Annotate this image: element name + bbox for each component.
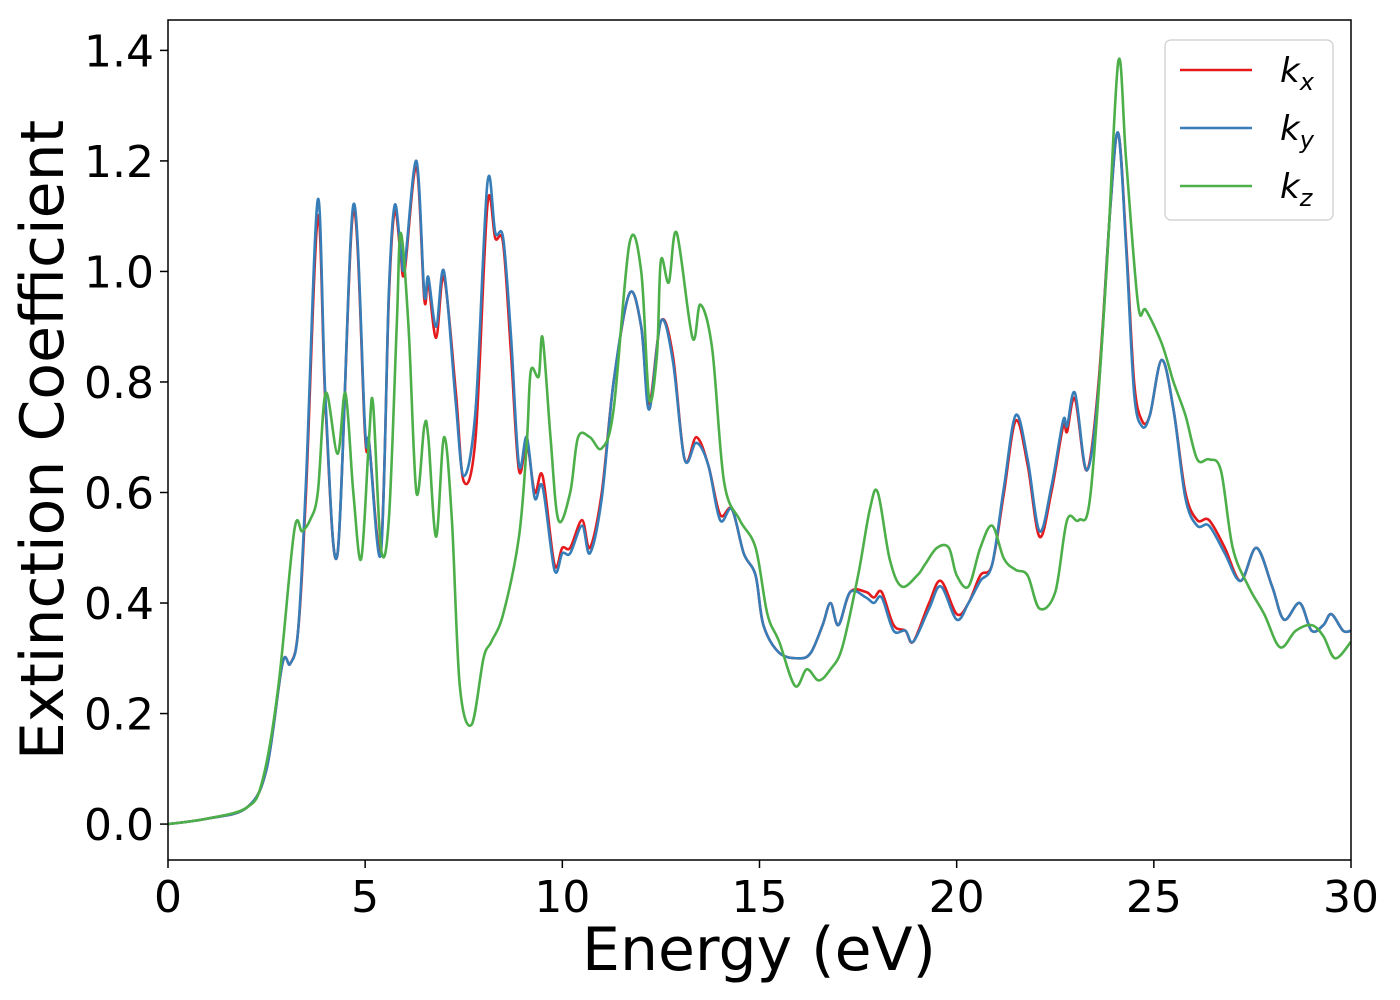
legend-label-subscript: x bbox=[1299, 68, 1315, 96]
y-tick-label: 0.6 bbox=[84, 469, 154, 520]
x-axis-label: Energy (eV) bbox=[582, 915, 936, 985]
legend-label-x: kx bbox=[1280, 51, 1315, 96]
y-axis-label: Extinction Coefficient bbox=[8, 120, 78, 760]
x-tick-label: 25 bbox=[1126, 872, 1182, 923]
y-tick-label: 0.8 bbox=[84, 358, 154, 409]
y-tick-label: 1.4 bbox=[84, 26, 154, 77]
series-layer bbox=[168, 57, 1351, 826]
legend-label-subscript: z bbox=[1299, 184, 1314, 212]
legend-box bbox=[1164, 39, 1334, 221]
plot-frame bbox=[167, 19, 1352, 861]
legend-label-main: k bbox=[1280, 51, 1301, 91]
x-tick-label: 5 bbox=[351, 872, 379, 923]
legend-label-main: k bbox=[1280, 167, 1301, 207]
y-tick-label: 1.0 bbox=[84, 247, 154, 298]
x-tick-label: 0 bbox=[154, 872, 182, 923]
y-axis-ticks: 0.0 0.2 0.4 0.6 0.8 1.0 1.2 1.4 bbox=[84, 26, 168, 851]
y-tick-label: 0.4 bbox=[84, 579, 154, 630]
x-tick-label: 20 bbox=[929, 872, 985, 923]
legend-label-y: ky bbox=[1280, 109, 1315, 154]
x-tick-label: 30 bbox=[1323, 872, 1379, 923]
x-axis-ticks: 0 5 10 15 20 25 30 bbox=[154, 860, 1379, 923]
y-tick-label: 1.2 bbox=[84, 137, 154, 188]
y-tick-label: 0.2 bbox=[84, 690, 154, 741]
legend-label-main: k bbox=[1280, 109, 1301, 149]
x-tick-label: 10 bbox=[534, 872, 590, 923]
y-tick-label: 0.0 bbox=[84, 800, 154, 851]
legend-label-subscript: y bbox=[1299, 126, 1315, 154]
legend-label-z: kz bbox=[1280, 167, 1314, 212]
x-tick-label: 15 bbox=[732, 872, 788, 923]
series-line-z bbox=[168, 57, 1351, 826]
